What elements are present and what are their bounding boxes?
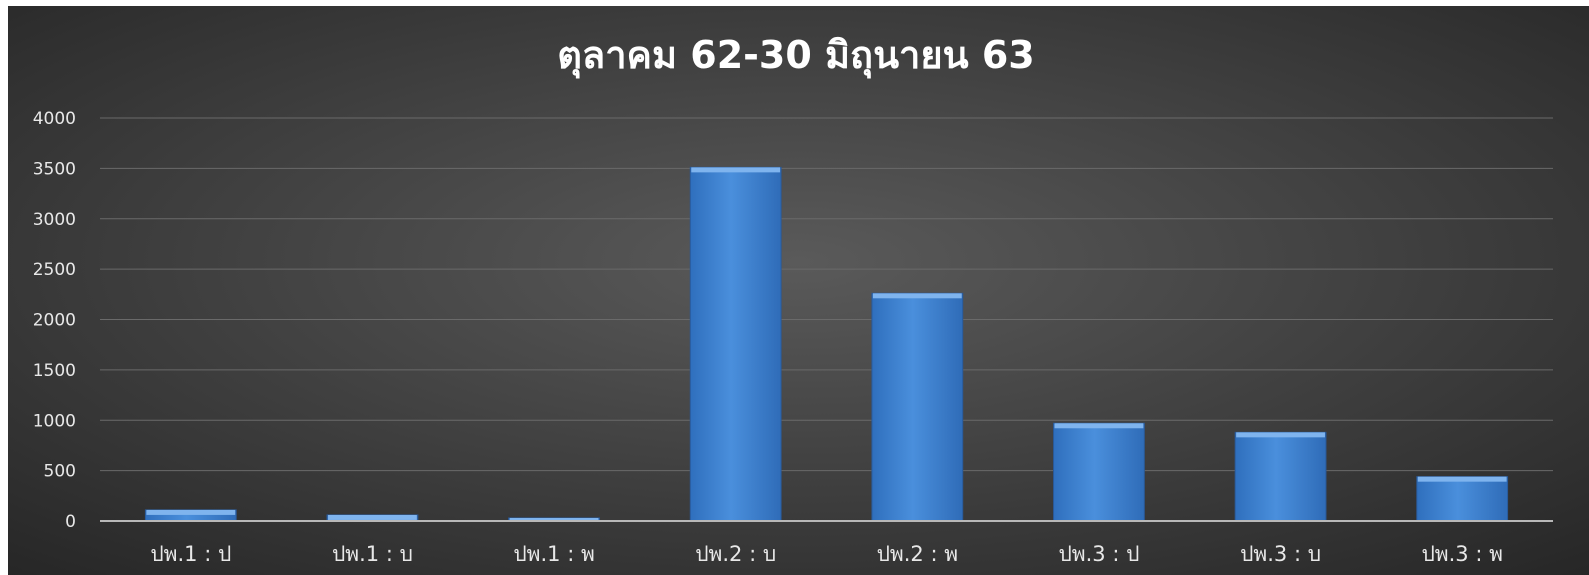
bars (144, 166, 1509, 522)
x-tick-label: ปพ.1 : บ (332, 542, 413, 566)
y-tick-label: 1000 (33, 411, 76, 431)
bar (1416, 476, 1509, 522)
bar-body (689, 166, 782, 522)
bar (689, 166, 782, 522)
gridlines (100, 117, 1553, 472)
y-tick-label: 1500 (33, 361, 76, 381)
x-tick-label: ปพ.3 : พ (1421, 542, 1502, 566)
y-tick-label: 3000 (33, 210, 76, 230)
y-tick-label: 0 (65, 512, 76, 532)
bar-body (871, 292, 964, 522)
bar-highlight (146, 509, 236, 515)
y-axis-ticks: 0 500 1000 1500 2000 2500 3000 3500 4000 (33, 109, 76, 532)
bar-highlight (1417, 476, 1507, 482)
x-tick-label: ปพ.1 : พ (513, 542, 594, 566)
chart-container: ตุลาคม 62-30 มิถุนายน 63 0 500 1000 1500 200… (8, 6, 1589, 575)
chart-background (8, 6, 1589, 575)
y-tick-label: 4000 (33, 109, 76, 129)
y-tick-label: 2500 (33, 260, 76, 280)
bar (1234, 431, 1327, 522)
x-tick-label: ปพ.2 : พ (877, 542, 958, 566)
bar-body (1416, 476, 1509, 522)
bar-body (1234, 431, 1327, 522)
y-tick-label: 500 (44, 462, 76, 482)
x-tick-label: ปพ.3 : ป (1058, 542, 1139, 566)
bar-highlight (872, 293, 962, 299)
bar-highlight (509, 517, 599, 521)
x-tick-label: ปพ.2 : บ (695, 542, 776, 566)
x-tick-label: ปพ.3 : บ (1240, 542, 1321, 566)
bar-highlight (328, 514, 417, 520)
bar (1053, 422, 1145, 522)
bar (144, 509, 237, 522)
bar (871, 292, 964, 522)
bar-chart: ตุลาคม 62-30 มิถุนายน 63 0 500 1000 1500 200… (8, 6, 1589, 575)
y-tick-label: 2000 (33, 311, 76, 331)
x-tick-label: ปพ.1 : ป (150, 542, 231, 566)
bar-highlight (1054, 423, 1144, 429)
bar-body (1053, 422, 1145, 522)
bar-highlight (691, 167, 781, 173)
y-tick-label: 3500 (33, 159, 76, 179)
chart-title: ตุลาคม 62-30 มิถุนายน 63 (557, 33, 1035, 79)
bar-highlight (1236, 432, 1325, 438)
x-axis-labels: ปพ.1 : ป ปพ.1 : บ ปพ.1 : พ ปพ.2 : บ ปพ.2 : พ… (150, 542, 1503, 566)
